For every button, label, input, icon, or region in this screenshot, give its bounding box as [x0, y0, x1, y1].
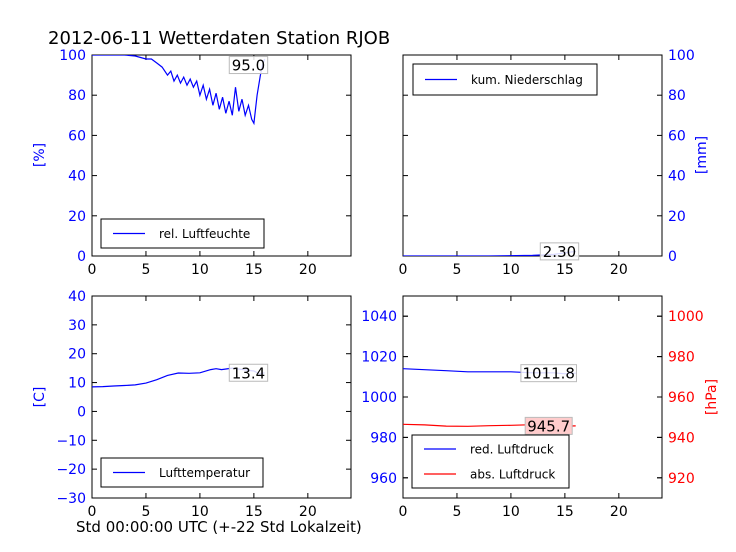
y-axis-label: [hPa]	[704, 379, 720, 415]
y-tick-label: 40	[68, 289, 86, 305]
x-tick-label: 0	[399, 504, 408, 520]
legend-box	[411, 434, 570, 489]
chart-panel-4: 0 5 10 15 20 960 980 1000 1020 1040 920 940 960 980 10…	[361, 295, 720, 520]
y-tick-label: 1040	[361, 309, 397, 325]
y-tick-label: −10	[56, 433, 86, 449]
legend-entry: red. Luftdruck	[470, 443, 554, 457]
value-annotation: 95.0	[232, 57, 265, 75]
x-tick-label: 20	[610, 504, 628, 520]
legend-entry: kum. Niederschlag	[471, 73, 583, 87]
x-tick-label: 0	[88, 262, 97, 278]
chart-panel-1: 0 5 10 15 20 0 20 40 60 80 100 [%] 95.0 rel. Luftfeuc…	[32, 48, 352, 278]
x-tick-label: 10	[191, 262, 209, 278]
y-axis-label: [%]	[32, 143, 48, 167]
y-tick-label: 10	[68, 376, 86, 392]
legend: rel. Luftfeuchte	[100, 218, 265, 249]
y-tick-label: 60	[668, 128, 686, 144]
x-tick-label: 15	[556, 504, 574, 520]
value-annotation-box	[524, 416, 573, 435]
y-tick-label: 940	[668, 430, 695, 446]
y-tick-label: 20	[68, 209, 86, 225]
value-annotation: 945.7	[527, 417, 570, 435]
x-tick-label: 15	[556, 262, 574, 278]
y-tick-label: 40	[668, 169, 686, 185]
value-annotation-box	[539, 242, 580, 261]
x-tick-label: 0	[88, 504, 97, 520]
value-annotation: 1011.8	[522, 365, 575, 383]
x-tick-label: 5	[141, 262, 150, 278]
legend: kum. Niederschlag	[412, 63, 598, 96]
y-tick-label: 80	[668, 88, 686, 104]
y-tick-label: 920	[668, 471, 695, 487]
legend-entry: Lufttemperatur	[159, 466, 250, 480]
y-tick-label: 1000	[668, 309, 704, 325]
x-tick-label: 20	[299, 504, 317, 520]
y-axis-label: [mm]	[694, 136, 710, 174]
y-tick-label: 0	[668, 249, 677, 265]
y-tick-label: −20	[56, 462, 86, 478]
value-annotation: 13.4	[232, 364, 265, 382]
y-axis-label: [C]	[32, 387, 48, 408]
y-tick-label: −30	[56, 491, 86, 507]
x-tick-label: 5	[452, 504, 461, 520]
y-tick-label: 20	[68, 347, 86, 363]
y-tick-label: 100	[59, 48, 86, 64]
x-tick-label: 15	[245, 504, 263, 520]
y-tick-label: 1020	[361, 350, 397, 366]
value-annotation-box	[228, 363, 269, 382]
y-tick-label: 100	[668, 48, 695, 64]
chart-panel-2: 0 5 10 15 20 0 20 40 60 80 100 [mm] 2.30 kum. Nieders…	[399, 48, 710, 278]
legend: red. Luftdruck abs. Luftdruck	[411, 434, 570, 489]
value-annotation-box	[228, 56, 269, 75]
y-tick-label: 960	[370, 471, 397, 487]
x-tick-label: 0	[399, 262, 408, 278]
y-tick-label: 20	[668, 209, 686, 225]
x-tick-label: 10	[502, 504, 520, 520]
legend-entry: abs. Luftdruck	[470, 468, 555, 482]
x-tick-label: 5	[452, 262, 461, 278]
y-tick-label: 0	[77, 249, 86, 265]
y-tick-label: 0	[77, 404, 86, 420]
value-annotation: 2.30	[543, 243, 576, 261]
x-tick-label: 20	[299, 262, 317, 278]
y-tick-label: 80	[68, 88, 86, 104]
chart-panel-3: 0 5 10 15 20 −30 −20 −10 0 10 20 30 40 [C] 13.4 Lufttem…	[32, 289, 352, 520]
x-tick-label: 15	[245, 262, 263, 278]
y-tick-label: 980	[370, 430, 397, 446]
figure-xlabel: Std 00:00:00 UTC (+-22 Std Lokalzeit)	[76, 518, 362, 536]
legend-entry: rel. Luftfeuchte	[159, 227, 250, 241]
y-tick-label: 40	[68, 169, 86, 185]
x-tick-label: 10	[191, 504, 209, 520]
legend: Lufttemperatur	[100, 457, 264, 488]
x-tick-label: 20	[610, 262, 628, 278]
y-tick-label: 980	[668, 350, 695, 366]
figure-title: 2012-06-11 Wetterdaten Station RJOB	[48, 28, 390, 49]
y-tick-label: 60	[68, 128, 86, 144]
value-annotation-box	[520, 364, 577, 383]
y-tick-label: 960	[668, 390, 695, 406]
x-tick-label: 10	[502, 262, 520, 278]
y-tick-label: 30	[68, 318, 86, 334]
x-tick-label: 5	[141, 504, 150, 520]
y-tick-label: 1000	[361, 390, 397, 406]
series-line-rel-luftfeuchte	[92, 55, 266, 126]
